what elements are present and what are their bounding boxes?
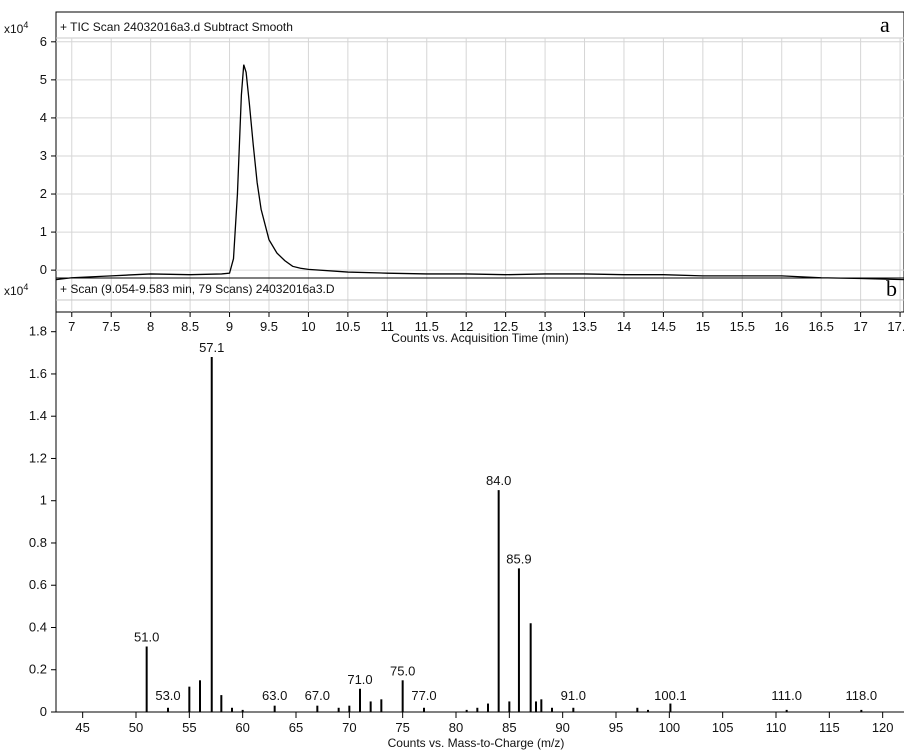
- peak-label: 84.0: [486, 473, 511, 488]
- y-tick-label: 0: [40, 704, 47, 719]
- panel-label-a: a: [880, 12, 890, 37]
- x-ticks-a: 7 7.5 8 8.5 9 9.5 10 10.5 11 11.5 12 12.5 13 13.5 14 14…: [68, 312, 904, 334]
- panel-a: x104 + TIC Scan 24032016a3.d Subtract Sm…: [4, 11, 904, 345]
- tic-trace: [55, 64, 904, 281]
- x-tick-label: 12.5: [493, 319, 518, 334]
- spectrum-bars: [145, 357, 863, 712]
- x-tick-label: 17: [853, 319, 867, 334]
- y-multiplier-a: x104: [4, 20, 28, 36]
- x-tick-label: 14: [617, 319, 631, 334]
- x-tick-label: 115: [819, 720, 840, 735]
- peak-label: 51.0: [134, 630, 159, 645]
- y-tick-label: 2: [40, 186, 47, 201]
- peak-label: 67.0: [305, 688, 330, 703]
- x-tick-label: 9: [226, 319, 233, 334]
- chart-title-a: + TIC Scan 24032016a3.d Subtract Smooth: [60, 20, 293, 34]
- x-tick-label: 70: [342, 720, 356, 735]
- x-tick-label: 45: [75, 720, 89, 735]
- x-tick-label: 65: [289, 720, 303, 735]
- peak-label: 57.1: [199, 340, 224, 355]
- y-tick-label: 0.6: [29, 577, 47, 592]
- x-tick-label: 8: [147, 319, 154, 334]
- x-tick-label: 95: [609, 720, 623, 735]
- y-multiplier-b: x104: [4, 282, 28, 298]
- peak-label: 63.0: [262, 688, 287, 703]
- x-axis-label-a: Counts vs. Acquisition Time (min): [391, 331, 568, 345]
- x-tick-label: 9.5: [260, 319, 278, 334]
- y-tick-label: 1.8: [29, 324, 47, 339]
- y-tick-label: 0.2: [29, 662, 47, 677]
- peak-label: 75.0: [390, 663, 415, 678]
- x-tick-label: 14.5: [651, 319, 676, 334]
- x-tick-label: 80: [449, 720, 463, 735]
- peak-labels: 51.0 53.0 57.1 63.0 67.0 71.0 75.0 77.0 84.0 85.9…: [134, 340, 877, 703]
- x-tick-label: 16: [774, 319, 788, 334]
- x-ticks-b: 45 50 55 60 65 70 75 80 85 90 95 100 105 110 115 120: [75, 712, 894, 735]
- y-tick-label: 1: [40, 493, 47, 508]
- x-tick-label: 8.5: [181, 319, 199, 334]
- y-tick-label: 4: [40, 110, 47, 125]
- x-tick-label: 120: [872, 720, 894, 735]
- x-tick-label: 110: [766, 720, 787, 735]
- x-tick-label: 10.5: [335, 319, 360, 334]
- x-tick-label: 50: [129, 720, 143, 735]
- x-tick-label: 13: [538, 319, 552, 334]
- peak-label: 91.0: [561, 688, 586, 703]
- y-ticks-a: 0 1 2 3 4 5 6: [40, 34, 56, 277]
- y-tick-label: 0.8: [29, 535, 47, 550]
- peak-label: 85.9: [506, 551, 531, 566]
- panel-b: x104 + Scan (9.054-9.583 min, 79 Scans) …: [4, 276, 904, 750]
- plot-frame-a: [55, 11, 904, 313]
- y-ticks-b: 0 0.2 0.4 0.6 0.8 1 1.2 1.4 1.6 1.8: [29, 324, 56, 719]
- x-tick-label: 60: [235, 720, 249, 735]
- x-tick-label: 7: [68, 319, 75, 334]
- x-tick-label: 17.5: [887, 319, 904, 334]
- panel-label-b: b: [886, 276, 897, 301]
- y-tick-label: 1.6: [29, 366, 47, 381]
- x-tick-label: 75: [395, 720, 409, 735]
- x-tick-label: 13.5: [572, 319, 597, 334]
- y-tick-label: 0: [40, 262, 47, 277]
- x-tick-label: 10: [301, 319, 315, 334]
- x-tick-label: 15.5: [730, 319, 755, 334]
- x-axis-label-b: Counts vs. Mass-to-Charge (m/z): [388, 736, 565, 750]
- x-tick-label: 105: [712, 720, 734, 735]
- x-tick-label: 11: [381, 319, 395, 334]
- peak-label: 77.0: [411, 688, 436, 703]
- peak-label: 111.0: [771, 688, 802, 703]
- x-tick-label: 15: [696, 319, 710, 334]
- x-tick-label: 85: [502, 720, 516, 735]
- grid-a: [56, 38, 904, 312]
- y-tick-label: 1.4: [29, 408, 47, 423]
- y-tick-label: 1.2: [29, 450, 47, 465]
- y-tick-label: 3: [40, 148, 47, 163]
- peak-label: 100.1: [654, 688, 687, 703]
- y-tick-label: 5: [40, 72, 47, 87]
- x-tick-label: 11.5: [415, 319, 439, 334]
- x-tick-label: 16.5: [809, 319, 834, 334]
- y-tick-label: 1: [40, 224, 47, 239]
- x-tick-label: 90: [555, 720, 569, 735]
- x-tick-label: 55: [182, 720, 196, 735]
- y-tick-label: 6: [40, 34, 47, 49]
- x-tick-label: 7.5: [102, 319, 120, 334]
- peak-label: 118.0: [846, 688, 878, 703]
- chart-title-b: + Scan (9.054-9.583 min, 79 Scans) 24032…: [60, 282, 335, 296]
- y-tick-label: 0.4: [29, 619, 47, 634]
- peak-label: 71.0: [347, 672, 372, 687]
- x-tick-label: 12: [459, 319, 473, 334]
- peak-label: 53.0: [155, 688, 180, 703]
- x-tick-label: 100: [658, 720, 680, 735]
